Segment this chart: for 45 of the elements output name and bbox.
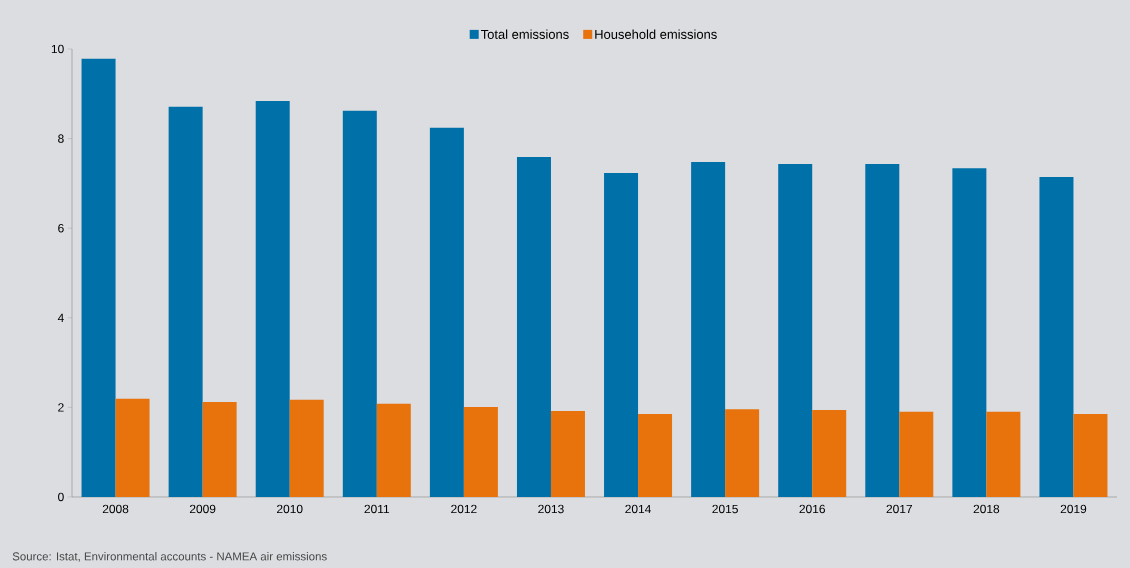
bar: [865, 164, 900, 497]
y-tick-label: 4: [57, 313, 64, 322]
x-tick-label: 2016: [799, 504, 825, 514]
x-tick-label: 2015: [712, 504, 738, 514]
bar: [952, 168, 987, 497]
bar: [899, 411, 934, 497]
bar: [550, 410, 585, 497]
bar: [604, 173, 639, 497]
x-tick-label: 2012: [451, 504, 477, 514]
x-tick-label: 2014: [625, 504, 651, 514]
bar: [725, 409, 760, 497]
x-tick-label: 2019: [1060, 504, 1087, 514]
bar: [986, 411, 1021, 497]
y-tick-label: 2: [58, 403, 64, 412]
x-tick-label: 2018: [973, 504, 1000, 514]
bar: [289, 399, 324, 497]
bar: [691, 161, 726, 497]
bar: [812, 410, 847, 497]
y-tick-label: 6: [58, 223, 64, 233]
bar: [115, 398, 150, 497]
x-tick-label: 2008: [102, 504, 129, 514]
x-tick-label: 2013: [538, 504, 564, 514]
y-tick-label: 10: [51, 44, 64, 54]
y-tick-label: 8: [58, 134, 64, 143]
y-tick-label: 0: [58, 492, 64, 502]
bar: [1039, 177, 1074, 497]
x-tick-label: 2009: [189, 504, 216, 514]
legend-label: Household emissions: [595, 29, 717, 39]
bar: [1073, 414, 1108, 497]
x-tick-label: 2017: [886, 504, 912, 514]
bar: [778, 164, 813, 497]
x-tick-label: 2010: [277, 504, 303, 514]
bar: [342, 110, 377, 497]
bar: [638, 414, 673, 497]
bar: [463, 406, 498, 497]
bar: [81, 58, 116, 497]
source-note: Source: Istat, Environmental accounts - NAMEA air emissions: [12, 552, 327, 562]
bar: [516, 156, 551, 497]
bar: [202, 402, 237, 497]
bar: [429, 127, 464, 497]
bar: [376, 403, 411, 497]
bar: [255, 100, 290, 497]
legend-label: Total emissions: [480, 29, 569, 39]
x-tick-label: 2011: [364, 504, 390, 514]
bar: [168, 106, 203, 497]
